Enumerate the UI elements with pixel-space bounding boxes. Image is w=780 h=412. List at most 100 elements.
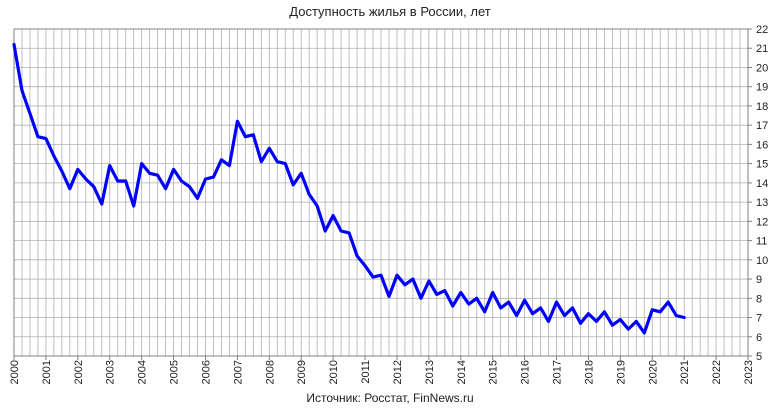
data-point bbox=[45, 138, 47, 140]
data-point bbox=[180, 180, 183, 182]
x-tick-label: 2002 bbox=[73, 360, 85, 384]
y-tick-label: 6 bbox=[756, 332, 762, 344]
data-point bbox=[236, 120, 238, 122]
data-point bbox=[21, 89, 23, 92]
data-point bbox=[627, 328, 629, 330]
chart-source: Источник: Росстат, FinNews.ru bbox=[306, 391, 474, 405]
data-point bbox=[93, 186, 95, 188]
x-tick-label: 2005 bbox=[169, 360, 181, 384]
data-point bbox=[316, 205, 318, 207]
data-point bbox=[372, 276, 374, 278]
x-tick-label: 2004 bbox=[137, 360, 149, 384]
y-tick-label: 21 bbox=[756, 43, 768, 55]
data-point bbox=[587, 313, 590, 315]
x-tick-label: 2017 bbox=[552, 360, 564, 384]
data-point bbox=[531, 313, 534, 315]
x-tick-label: 2015 bbox=[488, 360, 500, 384]
data-point bbox=[619, 318, 621, 321]
x-tick-label: 2000 bbox=[9, 360, 21, 384]
y-tick-label: 5 bbox=[756, 351, 762, 363]
y-tick-label: 13 bbox=[756, 197, 768, 209]
x-tick-label: 2010 bbox=[328, 360, 340, 384]
data-point bbox=[460, 291, 462, 294]
x-tick-label: 2023 bbox=[743, 360, 755, 384]
data-point bbox=[300, 172, 302, 174]
data-point bbox=[117, 180, 119, 182]
data-point bbox=[611, 324, 613, 326]
data-point bbox=[603, 311, 605, 313]
y-tick-label: 17 bbox=[756, 120, 768, 132]
data-point bbox=[340, 230, 342, 232]
x-tick-label: 2001 bbox=[41, 360, 53, 384]
x-axis-ticks: 2000 2001 2002 2003 2004 2005 2006 2007 2008 2009… bbox=[9, 356, 755, 384]
data-point bbox=[571, 307, 574, 309]
x-tick-label: 2018 bbox=[583, 360, 595, 384]
data-point bbox=[196, 197, 199, 199]
data-point bbox=[651, 309, 653, 311]
y-axis-ticks: 5 6 7 8 9 10 11 12 13 14 15 16 17 18 19 20 21 22 bbox=[748, 24, 768, 363]
data-point bbox=[635, 320, 637, 322]
data-point bbox=[484, 311, 486, 313]
data-point bbox=[284, 163, 286, 165]
data-point bbox=[164, 188, 167, 190]
y-tick-label: 22 bbox=[756, 24, 768, 36]
data-point bbox=[579, 322, 582, 324]
data-point bbox=[61, 170, 63, 172]
data-point bbox=[396, 274, 398, 276]
data-point bbox=[492, 291, 494, 294]
data-point bbox=[659, 311, 661, 313]
y-tick-label: 10 bbox=[756, 255, 768, 267]
data-point bbox=[308, 193, 310, 196]
data-point bbox=[268, 147, 270, 149]
data-point bbox=[675, 315, 677, 317]
data-point bbox=[125, 180, 127, 182]
data-point bbox=[149, 172, 151, 174]
y-tick-label: 18 bbox=[756, 101, 768, 113]
data-point bbox=[77, 168, 79, 171]
x-tick-label: 2009 bbox=[296, 360, 308, 384]
x-tick-label: 2014 bbox=[456, 360, 468, 384]
data-point bbox=[500, 307, 502, 309]
y-tick-label: 8 bbox=[756, 293, 762, 305]
plot-frame bbox=[13, 28, 749, 357]
data-point bbox=[53, 155, 55, 157]
data-point bbox=[101, 203, 103, 205]
data-point bbox=[476, 297, 478, 299]
data-point bbox=[563, 315, 566, 317]
data-point bbox=[220, 159, 223, 161]
data-point bbox=[539, 307, 542, 309]
data-point bbox=[508, 301, 510, 303]
data-point bbox=[547, 320, 550, 322]
data-point bbox=[133, 205, 135, 207]
data-point bbox=[555, 301, 558, 303]
y-tick-label: 7 bbox=[756, 313, 762, 325]
x-tick-label: 2013 bbox=[424, 360, 436, 384]
x-tick-label: 2007 bbox=[232, 360, 244, 384]
data-point bbox=[109, 164, 111, 167]
series-layer bbox=[12, 42, 686, 335]
data-point bbox=[436, 293, 438, 296]
data-point bbox=[141, 163, 143, 165]
data-point bbox=[244, 136, 246, 138]
data-point bbox=[452, 305, 454, 307]
data-point bbox=[332, 214, 334, 217]
data-point bbox=[204, 178, 207, 180]
data-point bbox=[595, 320, 598, 322]
data-point bbox=[364, 264, 366, 267]
data-point bbox=[683, 316, 685, 319]
data-point bbox=[324, 230, 326, 232]
data-point bbox=[172, 168, 175, 171]
x-tick-label: 2020 bbox=[647, 360, 659, 384]
data-point bbox=[13, 43, 15, 45]
data-point bbox=[292, 184, 294, 186]
data-point bbox=[516, 315, 518, 317]
chart-title: Доступность жилья в России, лет bbox=[289, 4, 491, 19]
x-tick-label: 2003 bbox=[105, 360, 117, 384]
x-tick-label: 2006 bbox=[200, 360, 212, 384]
data-point bbox=[444, 290, 446, 292]
data-point bbox=[228, 164, 231, 167]
y-tick-label: 9 bbox=[756, 274, 762, 286]
data-point bbox=[667, 301, 669, 303]
